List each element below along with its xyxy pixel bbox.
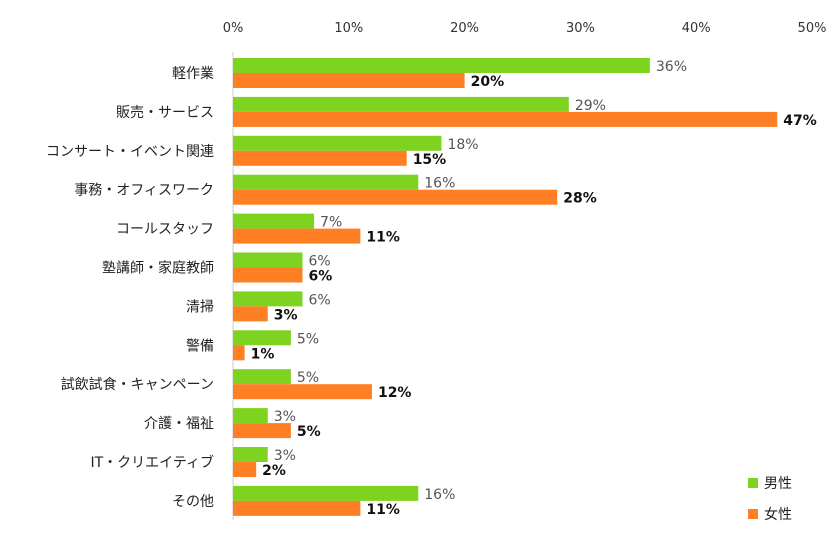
bar-male — [233, 330, 291, 346]
data-label-female: 47% — [783, 113, 817, 129]
legend-swatch-male — [748, 478, 758, 488]
bar-female — [233, 111, 778, 127]
bar-female — [233, 267, 303, 283]
x-tick-label: 50% — [798, 21, 827, 36]
data-label-female: 20% — [471, 74, 505, 90]
bar-female — [233, 462, 257, 477]
bar-female — [233, 150, 407, 166]
data-label-male: 16% — [424, 176, 455, 192]
bar-male — [233, 58, 650, 73]
category-label: IT・クリエイティブ — [90, 454, 214, 471]
category-label: 清掃 — [186, 298, 214, 315]
bar-female — [233, 423, 291, 439]
data-label-male: 5% — [297, 370, 319, 386]
bar-male — [233, 213, 315, 229]
legend-label-male: 男性 — [764, 476, 792, 492]
bar-male — [233, 408, 268, 424]
category-label: 事務・オフィスワーク — [74, 183, 214, 199]
bar-male — [233, 135, 442, 151]
data-label-male: 29% — [575, 98, 606, 114]
data-label-male: 6% — [308, 292, 330, 308]
category-label: コールスタッフ — [116, 222, 214, 238]
data-labels: 36%20%29%47%18%15%16%28%7%11%6%6%6%3%5%1… — [251, 59, 817, 518]
bar-male — [233, 174, 419, 190]
data-label-female: 1% — [251, 346, 275, 362]
category-label: コンサート・イベント関連 — [46, 144, 214, 160]
data-label-male: 7% — [320, 215, 342, 231]
legend-label-female: 女性 — [764, 506, 792, 523]
x-tick-label: 10% — [334, 21, 363, 36]
data-label-female: 11% — [366, 502, 400, 518]
data-label-female: 12% — [378, 385, 412, 401]
data-label-male: 16% — [424, 487, 455, 503]
data-label-male: 3% — [274, 409, 296, 425]
x-tick-label: 40% — [682, 21, 711, 36]
category-label: 介護・福祉 — [144, 416, 214, 432]
data-label-male: 6% — [308, 254, 330, 270]
bar-male — [233, 96, 569, 112]
category-label: 塾講師・家庭教師 — [102, 260, 214, 277]
x-tick-label: 0% — [223, 21, 244, 36]
bar-female — [233, 228, 361, 244]
x-axis-ticks: 0% 10% 20% 30% 40% 50% — [223, 21, 827, 36]
bar-female — [233, 345, 245, 361]
bar-female — [233, 384, 372, 400]
x-tick-label: 20% — [450, 21, 479, 36]
bar-female — [233, 73, 465, 88]
data-label-female: 6% — [308, 269, 332, 285]
bar-male — [233, 369, 291, 385]
data-label-female: 3% — [274, 307, 298, 323]
data-label-male: 5% — [297, 331, 319, 347]
category-label: 警備 — [186, 338, 214, 354]
bars — [233, 58, 778, 516]
bar-female — [233, 500, 361, 516]
legend-swatch-female — [748, 509, 758, 519]
data-label-female: 2% — [262, 463, 286, 479]
bar-female — [233, 306, 268, 322]
bar-female — [233, 189, 558, 205]
category-label: 軽作業 — [172, 66, 214, 82]
bar-male — [233, 447, 268, 462]
data-label-female: 11% — [366, 230, 400, 246]
bar-male — [233, 252, 303, 268]
bar-male — [233, 485, 419, 501]
data-label-female: 5% — [297, 424, 321, 440]
data-label-male: 36% — [656, 59, 687, 75]
category-label: 販売・サービス — [116, 105, 214, 121]
data-label-male: 18% — [447, 137, 478, 153]
data-label-female: 15% — [413, 152, 447, 168]
data-label-female: 28% — [563, 191, 597, 207]
category-labels: 軽作業販売・サービスコンサート・イベント関連事務・オフィスワークコールスタッフ塾… — [46, 66, 214, 510]
category-label: 試飲試食・キャンペーン — [61, 376, 214, 393]
data-label-male: 3% — [274, 448, 296, 464]
category-label: その他 — [172, 494, 214, 510]
bar-male — [233, 291, 303, 307]
x-tick-label: 30% — [566, 21, 595, 36]
